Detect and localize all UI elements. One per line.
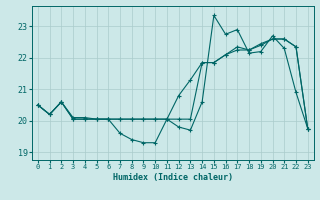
X-axis label: Humidex (Indice chaleur): Humidex (Indice chaleur): [113, 173, 233, 182]
